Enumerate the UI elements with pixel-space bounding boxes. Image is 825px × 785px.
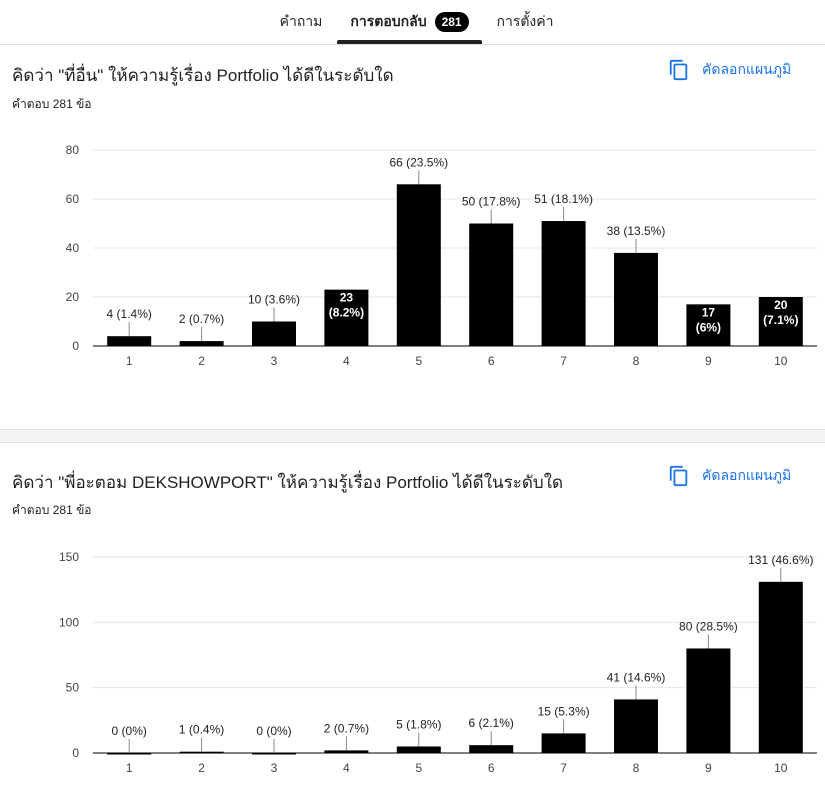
y-tick-label: 0 (72, 746, 79, 760)
tab-settings[interactable]: การตั้งค่า (482, 0, 568, 43)
x-tick-label: 7 (560, 761, 567, 775)
y-tick-label: 20 (66, 290, 80, 304)
data-label: 20 (774, 298, 788, 312)
y-tick-label: 40 (66, 241, 80, 255)
copy-icon (669, 465, 688, 487)
copy-chart-button[interactable]: คัดลอกแผนภูมิ (668, 59, 791, 81)
bar-5 (396, 746, 441, 753)
x-tick-label: 8 (633, 354, 640, 368)
y-tick-label: 50 (66, 681, 80, 695)
data-label: 10 (3.6%) (248, 293, 300, 307)
copy-chart-label: คัดลอกแผนภูมิ (702, 61, 792, 77)
data-label: 80 (28.5%) (679, 619, 738, 633)
data-label: 38 (13.5%) (607, 224, 666, 238)
y-tick-label: 0 (72, 339, 79, 353)
data-label: 15 (5.3%) (538, 704, 590, 718)
x-tick-label: 10 (774, 761, 788, 775)
x-tick-label: 5 (415, 354, 422, 368)
x-tick-label: 9 (705, 761, 712, 775)
y-tick-label: 80 (66, 143, 80, 157)
response-count: คำตอบ 281 ข้อ (12, 503, 92, 517)
bar-2 (179, 751, 224, 754)
data-label: 2 (0.7%) (324, 721, 369, 735)
x-tick-label: 4 (343, 761, 350, 775)
tab-responses[interactable]: การตอบกลับ 281 (337, 0, 482, 43)
tab-bar: คำถาม การตอบกลับ 281 การตั้งค่า (0, 0, 825, 45)
x-tick-label: 1 (126, 354, 133, 368)
bar-2 (179, 341, 224, 346)
bar-3 (252, 321, 296, 346)
data-label: 50 (17.8%) (462, 195, 521, 209)
bar-9 (686, 648, 731, 753)
data-label: 1 (0.4%) (179, 723, 224, 737)
data-label: 41 (14.6%) (607, 670, 666, 684)
bar-6 (469, 745, 514, 753)
bar-chart-1: 0 20 40 60 80 1 4 (1.4%) 2 2 (0.7%) 3 10 (3.6%) 4 23… (66, 143, 817, 368)
tab-questions-label: คำถาม (279, 12, 323, 29)
y-tick-label: 60 (66, 192, 80, 206)
bar-1 (107, 336, 152, 346)
data-label: 4 (1.4%) (107, 307, 152, 321)
data-label: (7.1%) (763, 313, 798, 327)
data-label: 17 (702, 305, 716, 319)
response-count: คำตอบ 281 ข้อ (12, 97, 92, 111)
x-tick-label: 5 (415, 761, 422, 775)
x-tick-label: 1 (126, 761, 133, 775)
data-label: 51 (18.1%) (534, 192, 593, 206)
y-tick-label: 150 (59, 550, 79, 564)
x-tick-label: 7 (560, 354, 567, 368)
bar-3 (252, 753, 296, 755)
x-tick-label: 10 (774, 354, 788, 368)
data-label: 23 (340, 291, 354, 305)
data-label: 2 (0.7%) (179, 312, 224, 326)
data-label: 6 (2.1%) (469, 716, 514, 730)
bar-7 (541, 221, 586, 346)
bar-8 (614, 252, 658, 346)
x-tick-label: 2 (198, 761, 205, 775)
section-divider (0, 429, 825, 443)
bar-6 (469, 223, 514, 346)
bar-chart-2: 0 50 100 150 1 0 (0%) 2 1 (0.4%) 3 0 (0%) 4 2 (0.7%… (59, 550, 817, 775)
x-tick-label: 9 (705, 354, 712, 368)
data-label: 5 (1.8%) (396, 717, 441, 731)
tab-questions[interactable]: คำถาม (265, 0, 337, 43)
x-tick-label: 3 (271, 354, 278, 368)
data-label: (6%) (696, 320, 721, 334)
bar-5 (396, 184, 441, 346)
question-title: คิดว่า "พี่อะตอม DEKSHOWPORT" ให้ความรู้… (12, 473, 564, 492)
data-label: 0 (0%) (112, 724, 147, 738)
response-count-badge: 281 (434, 11, 469, 32)
bar-8 (614, 699, 658, 753)
active-tab-indicator (337, 40, 482, 44)
data-label: 66 (23.5%) (389, 155, 448, 169)
x-tick-label: 3 (271, 761, 278, 775)
bar-10 (758, 581, 803, 753)
bar-1 (107, 753, 152, 755)
data-label: 0 (0%) (256, 724, 291, 738)
data-label: 131 (46.6%) (748, 553, 813, 567)
data-label: (8.2%) (329, 306, 364, 320)
bar-10 (758, 297, 803, 346)
copy-chart-button[interactable]: คัดลอกแผนภูมิ (668, 465, 791, 487)
x-tick-label: 8 (633, 761, 640, 775)
bar-4 (324, 289, 369, 346)
bar-7 (541, 733, 586, 753)
bar-9 (686, 304, 731, 346)
x-tick-label: 6 (488, 354, 495, 368)
x-tick-label: 2 (198, 354, 205, 368)
y-tick-label: 100 (59, 615, 79, 629)
x-tick-label: 4 (343, 354, 350, 368)
copy-icon (669, 59, 688, 81)
question-title: คิดว่า "ที่อื่น" ให้ความรู้เรื่อง Portfo… (12, 66, 394, 85)
bar-4 (324, 750, 369, 753)
x-tick-label: 6 (488, 761, 495, 775)
copy-chart-label: คัดลอกแผนภูมิ (702, 467, 792, 483)
tab-responses-label: การตอบกลับ (350, 12, 427, 29)
tab-settings-label: การตั้งค่า (496, 12, 554, 29)
